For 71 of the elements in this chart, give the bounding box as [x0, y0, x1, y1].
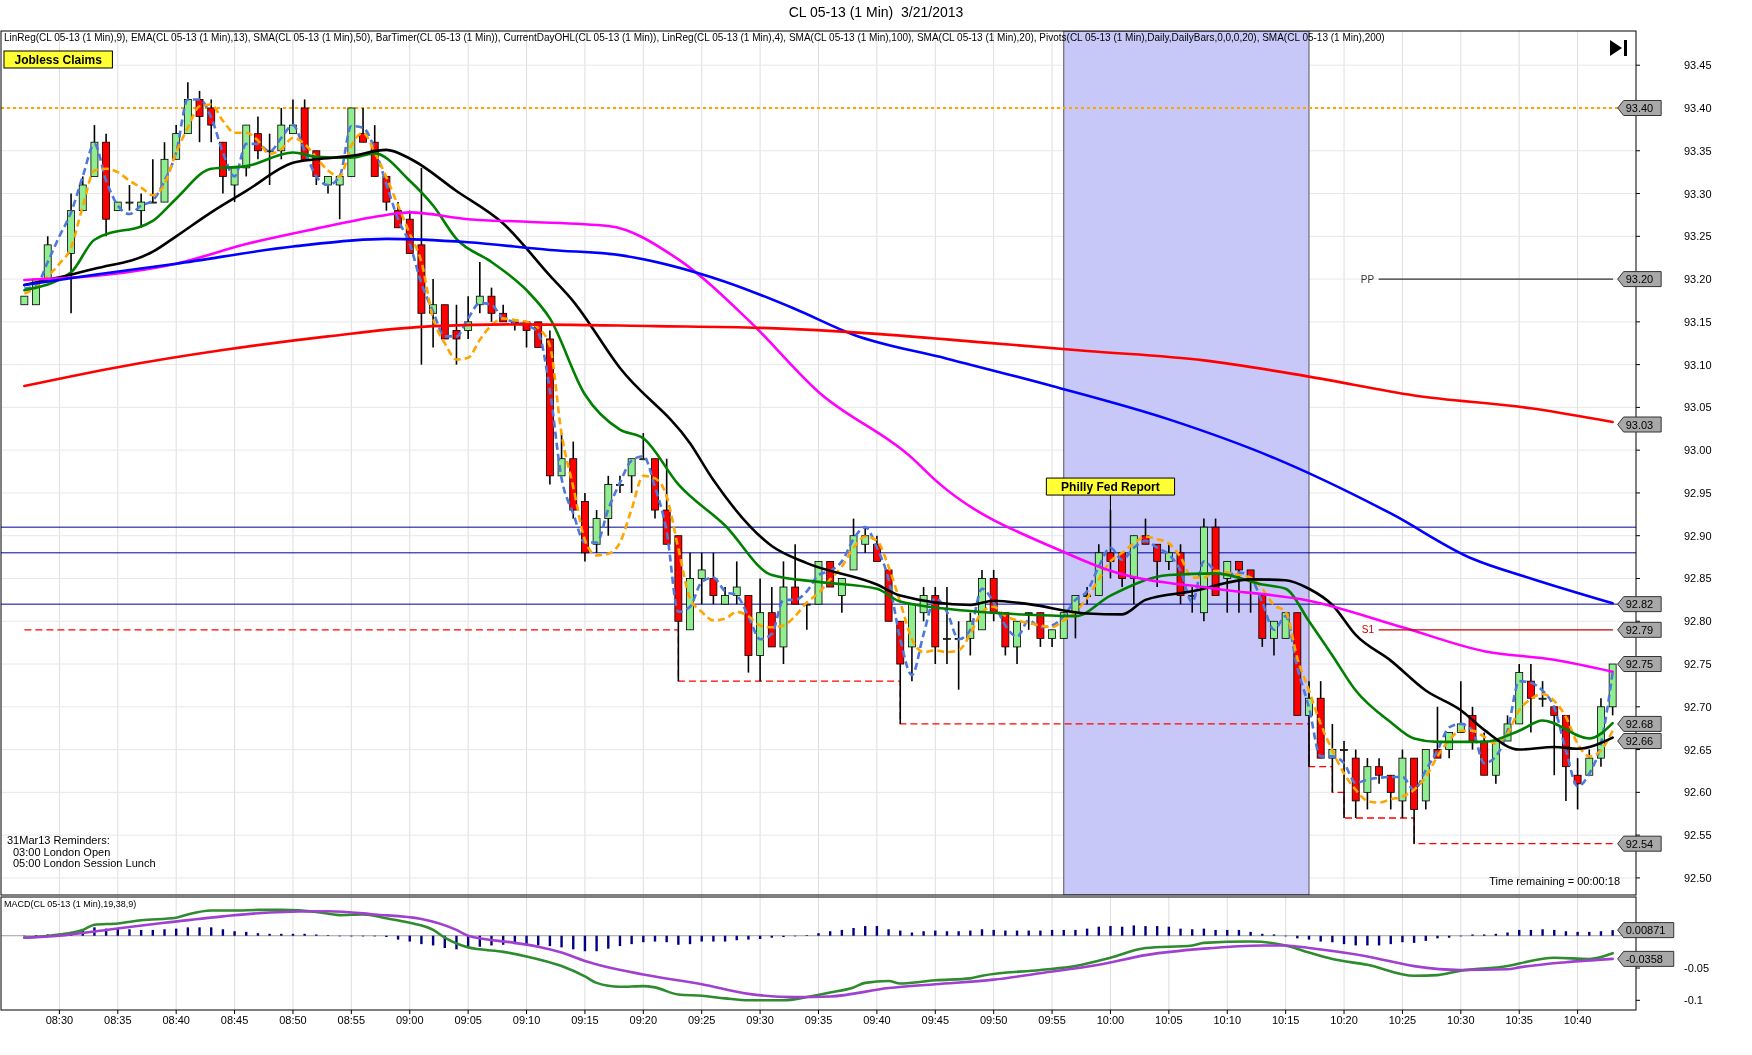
annotation: Philly Fed Report — [1061, 479, 1160, 494]
x-tick-label: 09:50 — [979, 1014, 1008, 1026]
y-tick-label: -0.05 — [1684, 962, 1710, 975]
annotation: 92.54 — [1625, 837, 1654, 850]
chart-title: CL 05-13 (1 Min) 3/21/2013 — [788, 4, 964, 20]
y-tick-label: -0.1 — [1684, 994, 1703, 1007]
x-tick-label: 09:05 — [454, 1014, 482, 1026]
x-tick-label: 10:05 — [1155, 1014, 1183, 1026]
x-tick-label: 08:40 — [162, 1014, 190, 1026]
x-tick-label: 10:30 — [1447, 1014, 1475, 1026]
annotation: 92.75 — [1625, 658, 1654, 671]
y-tick-label: 92.90 — [1684, 529, 1712, 542]
x-tick-label: 08:50 — [279, 1014, 307, 1026]
series-label: S1 — [1361, 624, 1375, 636]
y-tick-label: 93.20 — [1684, 273, 1712, 286]
annotation: -0.0358 — [1625, 952, 1663, 965]
annotation: 05:00 London Session Lunch — [13, 857, 156, 869]
y-tick-label: 93.05 — [1684, 401, 1712, 414]
y-tick-label: 93.10 — [1684, 358, 1712, 371]
annotation: 93.40 — [1625, 101, 1654, 114]
y-tick-label: 92.80 — [1684, 615, 1712, 628]
y-tick-label: 93.35 — [1684, 144, 1712, 157]
x-tick-label: 09:45 — [921, 1014, 950, 1026]
annotation: 92.79 — [1625, 623, 1654, 636]
x-tick-label: 10:20 — [1330, 1014, 1358, 1026]
y-tick-label: 93.00 — [1684, 444, 1712, 457]
x-tick-label: 09:20 — [629, 1014, 658, 1026]
y-tick-label: 92.65 — [1684, 743, 1712, 756]
annotation: 92.68 — [1625, 717, 1654, 730]
x-tick-label: 10:25 — [1388, 1014, 1417, 1026]
annotation: 92.66 — [1625, 735, 1654, 748]
y-tick-label: 92.55 — [1684, 829, 1712, 842]
x-tick-label: 10:15 — [1271, 1014, 1300, 1026]
annotation: 93.20 — [1625, 273, 1654, 286]
series-label: PP — [1360, 273, 1375, 285]
y-tick-label: 92.95 — [1684, 486, 1712, 499]
y-tick-label: 93.25 — [1684, 230, 1712, 243]
x-tick-label: 09:15 — [571, 1014, 599, 1026]
y-tick-label: 92.60 — [1684, 786, 1712, 799]
y-tick-label: 93.40 — [1684, 101, 1712, 114]
y-tick-label: 93.15 — [1684, 315, 1712, 328]
x-tick-label: 09:35 — [804, 1014, 833, 1026]
y-tick-label: 92.70 — [1684, 700, 1712, 713]
x-tick-label: 09:10 — [512, 1014, 541, 1026]
x-tick-label: 10:40 — [1563, 1014, 1592, 1026]
annotation: Time remaining = 00:00:18 — [1489, 875, 1620, 887]
x-tick-label: 08:55 — [337, 1014, 366, 1026]
chart-subtitle: LinReg(CL 05-13 (1 Min),9), EMA(CL 05-13 (1 Min),13), SMA(CL 05-13 (1 Min),50), BarTimer(CL 05-13 (1 Min)), CurrentDayOHL(CL 05-13 (1 Min)), LinReg(CL 05-13 (1 Min),4), SMA(CL 05-13 (1 Min),100), SMA(CL 05-13 (1 Min),20), Pivots(CL 05-13 (1 Min),Daily,DailyBars,0,0,0,20), SMA(CL 05-13 (1 Min),200) — [4, 32, 1385, 43]
y-tick-label: 92.85 — [1684, 572, 1712, 585]
y-tick-label: 92.50 — [1684, 871, 1712, 884]
y-tick-label: 93.45 — [1684, 59, 1712, 72]
annotation: 31Mar13 Reminders: — [7, 834, 110, 846]
annotation: 03:00 London Open — [13, 845, 111, 858]
x-tick-label: 08:30 — [45, 1014, 74, 1026]
x-tick-label: 08:45 — [220, 1014, 249, 1026]
x-tick-label: 09:25 — [687, 1014, 716, 1026]
y-tick-label: 92.75 — [1684, 658, 1712, 671]
annotation: 93.03 — [1625, 418, 1654, 431]
x-tick-label: 09:55 — [1038, 1014, 1066, 1026]
annotation: 92.82 — [1625, 598, 1654, 611]
chart-title: MACD(CL 05-13 (1 Min),19,38,9) — [4, 899, 137, 909]
x-tick-label: 09:30 — [746, 1014, 774, 1026]
annotation: 0.00871 — [1625, 924, 1666, 937]
x-tick-label: 10:00 — [1096, 1014, 1125, 1026]
x-tick-label: 10:10 — [1213, 1014, 1242, 1026]
x-tick-label: 08:35 — [104, 1014, 132, 1026]
y-tick-label: 93.30 — [1684, 187, 1712, 200]
x-tick-label: 10:35 — [1505, 1014, 1533, 1026]
x-tick-label: 09:00 — [395, 1014, 424, 1026]
x-tick-label: 09:40 — [863, 1014, 891, 1026]
annotation: Jobless Claims — [14, 52, 103, 67]
